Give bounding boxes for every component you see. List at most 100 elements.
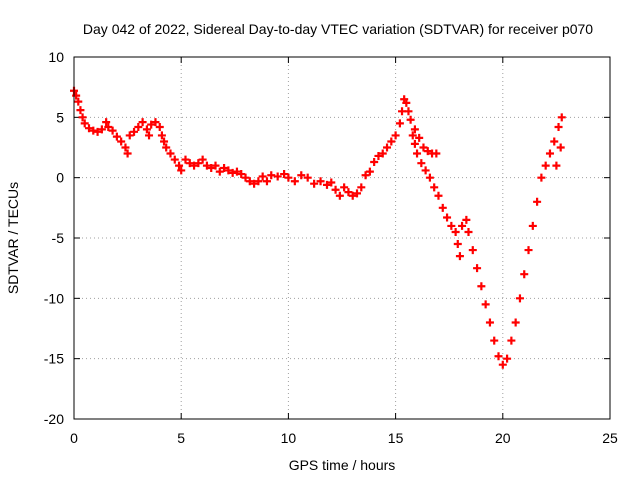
data-point: [361, 171, 370, 180]
data-point: [331, 185, 340, 194]
data-point: [353, 189, 362, 198]
x-tick-label: 10: [281, 430, 297, 446]
data-point: [241, 173, 250, 182]
data-point: [458, 221, 467, 230]
data-point: [297, 171, 306, 180]
data-point: [425, 173, 434, 182]
x-tick-label: 0: [70, 430, 78, 446]
data-point: [310, 179, 319, 188]
data-point: [541, 161, 550, 170]
data-point: [254, 177, 263, 186]
data-point: [198, 155, 207, 164]
data-point: [250, 179, 259, 188]
data-point: [237, 170, 246, 179]
data-point: [194, 159, 203, 168]
data-point: [151, 118, 160, 127]
data-point: [498, 360, 507, 369]
data-point: [404, 107, 413, 116]
data-point: [160, 137, 169, 146]
data-point: [228, 168, 237, 177]
data-point: [515, 294, 524, 303]
data-point: [552, 161, 561, 170]
data-point: [162, 143, 171, 152]
data-point: [108, 126, 117, 135]
y-tick-label: -5: [52, 230, 65, 246]
data-point: [507, 336, 516, 345]
data-point: [545, 149, 554, 158]
data-point: [155, 122, 164, 131]
data-point: [387, 137, 396, 146]
data-point: [74, 97, 83, 106]
data-point: [245, 177, 254, 186]
data-point: [402, 98, 411, 107]
data-point: [511, 318, 520, 327]
data-point: [464, 227, 473, 236]
data-point: [224, 166, 233, 175]
data-point: [443, 213, 452, 222]
data-point: [157, 131, 166, 140]
data-point: [524, 246, 533, 255]
data-point: [554, 122, 563, 131]
data-point: [415, 133, 424, 142]
data-point: [89, 126, 98, 135]
data-point: [175, 161, 184, 170]
data-point: [215, 167, 224, 176]
data-point: [280, 170, 289, 179]
y-tick-label: -20: [44, 411, 64, 427]
data-point: [134, 122, 143, 131]
data-point: [123, 149, 132, 158]
data-point: [490, 336, 499, 345]
data-point: [145, 131, 154, 140]
data-point: [378, 149, 387, 158]
data-point: [453, 240, 462, 249]
data-point: [273, 172, 282, 181]
data-point: [419, 143, 428, 152]
data-point: [104, 122, 113, 131]
data-point: [112, 132, 121, 141]
data-point: [335, 191, 344, 200]
data-point: [177, 166, 186, 175]
data-point: [202, 161, 211, 170]
data-point: [406, 115, 415, 124]
data-point: [481, 300, 490, 309]
data-point: [125, 131, 134, 140]
data-point: [121, 143, 130, 152]
data-point: [190, 161, 199, 170]
x-tick-label: 20: [495, 430, 511, 446]
data-point: [290, 177, 299, 186]
data-point: [434, 191, 443, 200]
data-point: [185, 159, 194, 168]
data-point: [220, 164, 229, 173]
data-point: [533, 197, 542, 206]
data-point: [207, 164, 216, 173]
y-tick-label: 0: [56, 170, 64, 186]
data-point: [447, 221, 456, 230]
data-point: [417, 159, 426, 168]
tick-labels: 0 5 10 15 20 25 10 5 0 -5 -10 -15 -20: [44, 49, 618, 446]
chart-title: Day 042 of 2022, Sidereal Day-to-day VTE…: [83, 21, 593, 37]
data-point: [432, 149, 441, 158]
data-point: [410, 125, 419, 134]
data-point: [370, 157, 379, 166]
data-point: [80, 119, 89, 128]
data-point: [537, 173, 546, 182]
data-point: [410, 139, 419, 148]
y-axis-label: SDTVAR / TECUs: [5, 182, 21, 294]
y-tick-label: -15: [44, 351, 64, 367]
data-point: [322, 180, 331, 189]
data-point: [494, 352, 503, 361]
data-point: [93, 127, 102, 136]
data-point: [395, 119, 404, 128]
grid-lines: [74, 57, 610, 419]
data-point: [520, 270, 529, 279]
data-point: [477, 282, 486, 291]
data-point: [468, 246, 477, 255]
data-point: [166, 149, 175, 158]
data-point: [485, 318, 494, 327]
data-point: [130, 127, 139, 136]
data-point: [142, 125, 151, 134]
data-point: [232, 167, 241, 176]
data-point: [303, 173, 312, 182]
data-point: [528, 221, 537, 230]
data-point: [462, 215, 471, 224]
